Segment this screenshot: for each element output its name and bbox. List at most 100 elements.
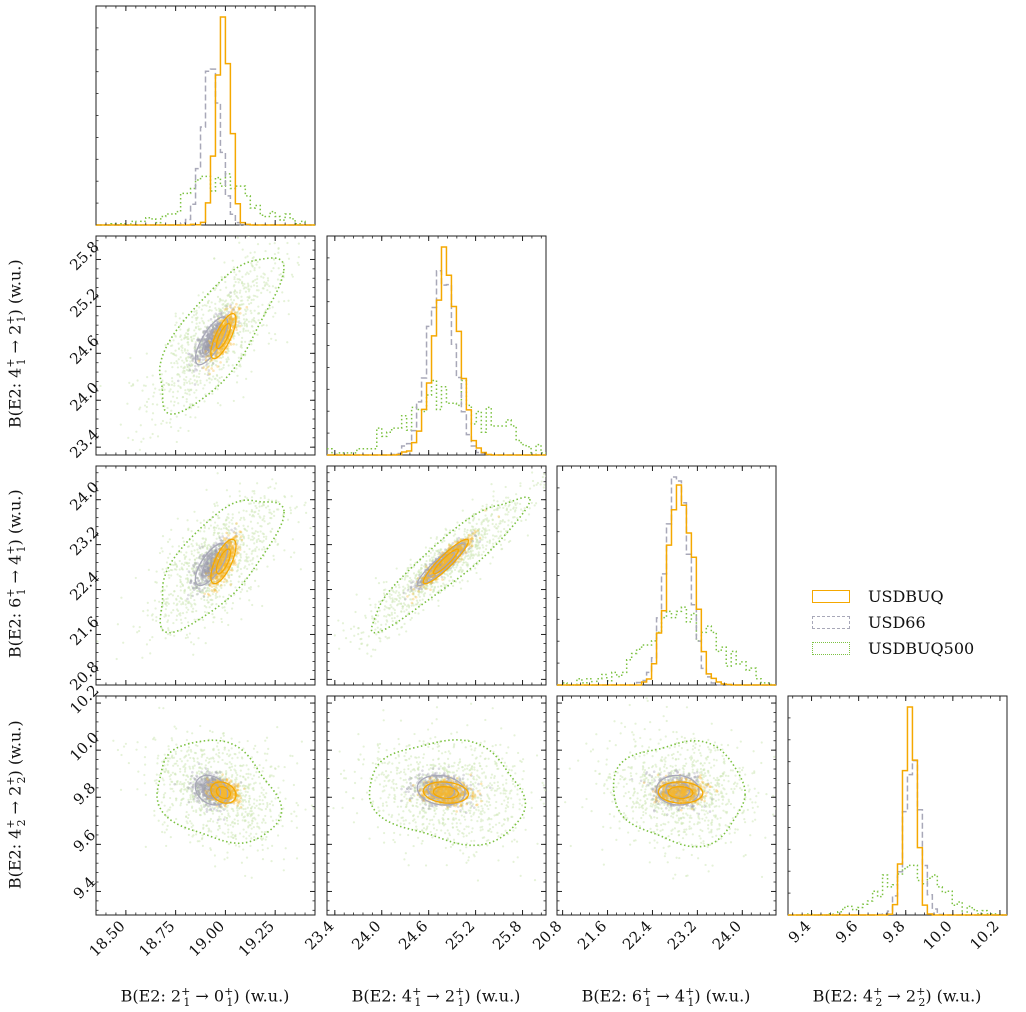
- y-axis-label-2: B(E2: 6+1 → 4+1) (w.u.): [4, 489, 28, 659]
- scatter-area-2-1: [333, 467, 546, 658]
- contour-usdbuq500-3-0-0: [156, 739, 283, 845]
- y-tick-label-3-1: 9.6: [70, 826, 100, 856]
- scatter-panel-3-0: 18.50 18.75 19.00 19.259.49.69.810.010.2: [66, 681, 316, 960]
- y-tick-label-1-0: 23.4: [66, 425, 102, 461]
- contour-usdbuq500-3-1-0: [368, 739, 527, 847]
- legend-entry-usd66: USD66: [812, 609, 1012, 635]
- hist-usd66-1: [327, 270, 546, 456]
- scatter-area-1-0: [99, 236, 300, 451]
- x-tick-label-3-0: 9.4: [785, 917, 815, 947]
- hist-panel-0: [95, 5, 316, 226]
- hist-panel-2: [556, 465, 777, 686]
- hist-usdbuq-2: [557, 484, 776, 686]
- x-tick-label-1-0: 23.4: [301, 917, 337, 953]
- x-tick-label-2-0: 20.8: [529, 917, 565, 953]
- scatter-panel-1-0: 23.424.024.625.225.8: [66, 235, 316, 462]
- y-axis-label-3: B(E2: 4+2 → 2+2) (w.u.): [4, 720, 28, 890]
- contour-usdbuq500-1-0-0: [158, 257, 285, 416]
- scatter-panel-3-1-frame: [326, 695, 547, 916]
- contour-usdbuq-3-2-0: [667, 786, 694, 800]
- contour-usd66-3-0-1: [194, 774, 229, 806]
- contour-usdbuq500-2-1-0: [370, 496, 531, 634]
- x-tick-label-1-3: 25.2: [442, 917, 478, 953]
- y-tick-label-3-2: 9.8: [70, 779, 100, 809]
- legend: USDBUQ USD66 USDBUQ500: [812, 583, 1012, 661]
- x-tick-label-3-1: 9.6: [832, 917, 862, 947]
- hist-usdbuq-3: [788, 706, 1007, 916]
- x-tick-label-2-3: 23.2: [664, 917, 700, 953]
- x-tick-label-0-1: 18.75: [135, 917, 178, 960]
- contour-usdbuq-3-0-1: [210, 781, 237, 804]
- points-usdbuq500-1-0: [99, 236, 300, 451]
- contour-usdbuq-2-1-0: [432, 548, 460, 575]
- contour-usd66-3-2-0: [665, 781, 691, 800]
- contour-usdbuq-3-2-1: [657, 781, 704, 804]
- contour-usd66-3-0-0: [201, 781, 222, 800]
- x-axis-label-3: B(E2: 4+2 → 2+2) (w.u.): [812, 985, 982, 1009]
- legend-swatch-usd66: [812, 615, 850, 629]
- x-axis-label-0: B(E2: 2+1 → 0+1) (w.u.): [120, 985, 290, 1009]
- x-tick-label-3-4: 10.2: [966, 917, 1002, 953]
- legend-swatch-usdbuq500: [812, 641, 850, 655]
- scatter-area-3-0: [112, 706, 315, 879]
- scatter-panel-3-1: 23.4 24.0 24.6 25.2 25.8: [301, 695, 547, 953]
- x-tick-label-0-3: 19.25: [235, 917, 278, 960]
- contour-usd66-3-1-1: [416, 774, 466, 806]
- hist-panel-3: 9.4 9.6 9.8 10.0 10.2: [785, 695, 1008, 953]
- scatter-panel-2-1-frame: [326, 465, 547, 686]
- x-tick-label-3-2: 9.8: [879, 917, 909, 947]
- legend-label-usdbuq: USDBUQ: [868, 586, 944, 606]
- x-tick-label-1-4: 25.8: [489, 917, 525, 953]
- contour-usdbuq-2-0-1: [210, 538, 237, 585]
- legend-entry-usdbuq500: USDBUQ500: [812, 635, 1012, 661]
- scatter-area-2-0: [96, 472, 312, 661]
- y-tick-label-3-0: 9.4: [70, 873, 100, 903]
- x-axis-label-2: B(E2: 6+1 → 4+1) (w.u.): [581, 985, 751, 1009]
- legend-swatch-usdbuq: [812, 589, 850, 603]
- contour-usdbuq-3-1-0: [432, 786, 460, 800]
- contour-usdbuq-3-0-0: [215, 786, 232, 800]
- hist-panel-1-frame: [326, 235, 547, 456]
- contour-usdbuq-1-0-0: [215, 322, 232, 350]
- contour-usd66-2-0-0: [201, 551, 222, 577]
- legend-label-usd66: USD66: [868, 612, 926, 632]
- contour-usd66-3-2-1: [655, 774, 700, 806]
- points-usdbuq500-3-2: [564, 697, 776, 880]
- scatter-area-3-2: [564, 697, 776, 880]
- x-tick-label-0-0: 18.50: [86, 917, 129, 960]
- hist-usdbuq500-1: [327, 379, 546, 456]
- x-tick-label-2-4: 24.0: [709, 917, 745, 953]
- x-tick-label-3-3: 10.0: [919, 917, 955, 953]
- hist-usdbuq-0: [96, 16, 315, 226]
- contour-usd66-1-0-0: [201, 326, 222, 355]
- hist-usdbuq500-2: [557, 606, 776, 686]
- scatter-panel-3-2-frame: [556, 695, 777, 916]
- points-usdbuq500-2-1: [333, 467, 546, 658]
- scatter-area-3-1: [327, 702, 546, 882]
- y-axis-label-1: B(E2: 4+1 → 2+1) (w.u.): [4, 259, 28, 429]
- contour-usdbuq500-2-0-0: [159, 499, 285, 634]
- contour-usd66-1-0-1: [194, 316, 229, 366]
- scatter-panel-2-1: [326, 465, 547, 686]
- contour-usdbuq-2-1-1: [422, 538, 470, 585]
- legend-entry-usdbuq: USDBUQ: [812, 583, 1012, 609]
- x-tick-label-2-1: 21.6: [574, 917, 610, 953]
- scatter-panel-2-0: 20.821.622.423.224.0: [66, 465, 316, 694]
- hist-usdbuq500-3: [788, 864, 1007, 916]
- contour-usdbuq-2-0-0: [215, 548, 232, 575]
- hist-panel-1: [326, 235, 547, 456]
- contour-usdbuq-3-1-1: [422, 781, 470, 804]
- x-tick-label-1-1: 24.0: [348, 917, 384, 953]
- x-tick-label-0-2: 19.00: [185, 917, 228, 960]
- legend-label-usdbuq500: USDBUQ500: [868, 638, 975, 658]
- contour-usd66-2-0-1: [194, 542, 229, 587]
- x-tick-label-2-2: 22.4: [619, 917, 655, 953]
- x-axis-label-1: B(E2: 4+1 → 2+1) (w.u.): [351, 985, 521, 1009]
- contour-usdbuq500-3-2-0: [612, 739, 746, 848]
- scatter-panel-3-2: 20.8 21.6 22.4 23.2 24.0: [529, 695, 777, 953]
- hist-usdbuq-1: [327, 246, 546, 456]
- x-tick-label-1-2: 24.6: [395, 917, 431, 953]
- hist-usd66-0: [96, 68, 315, 226]
- contour-usdbuq-1-0-1: [210, 312, 237, 360]
